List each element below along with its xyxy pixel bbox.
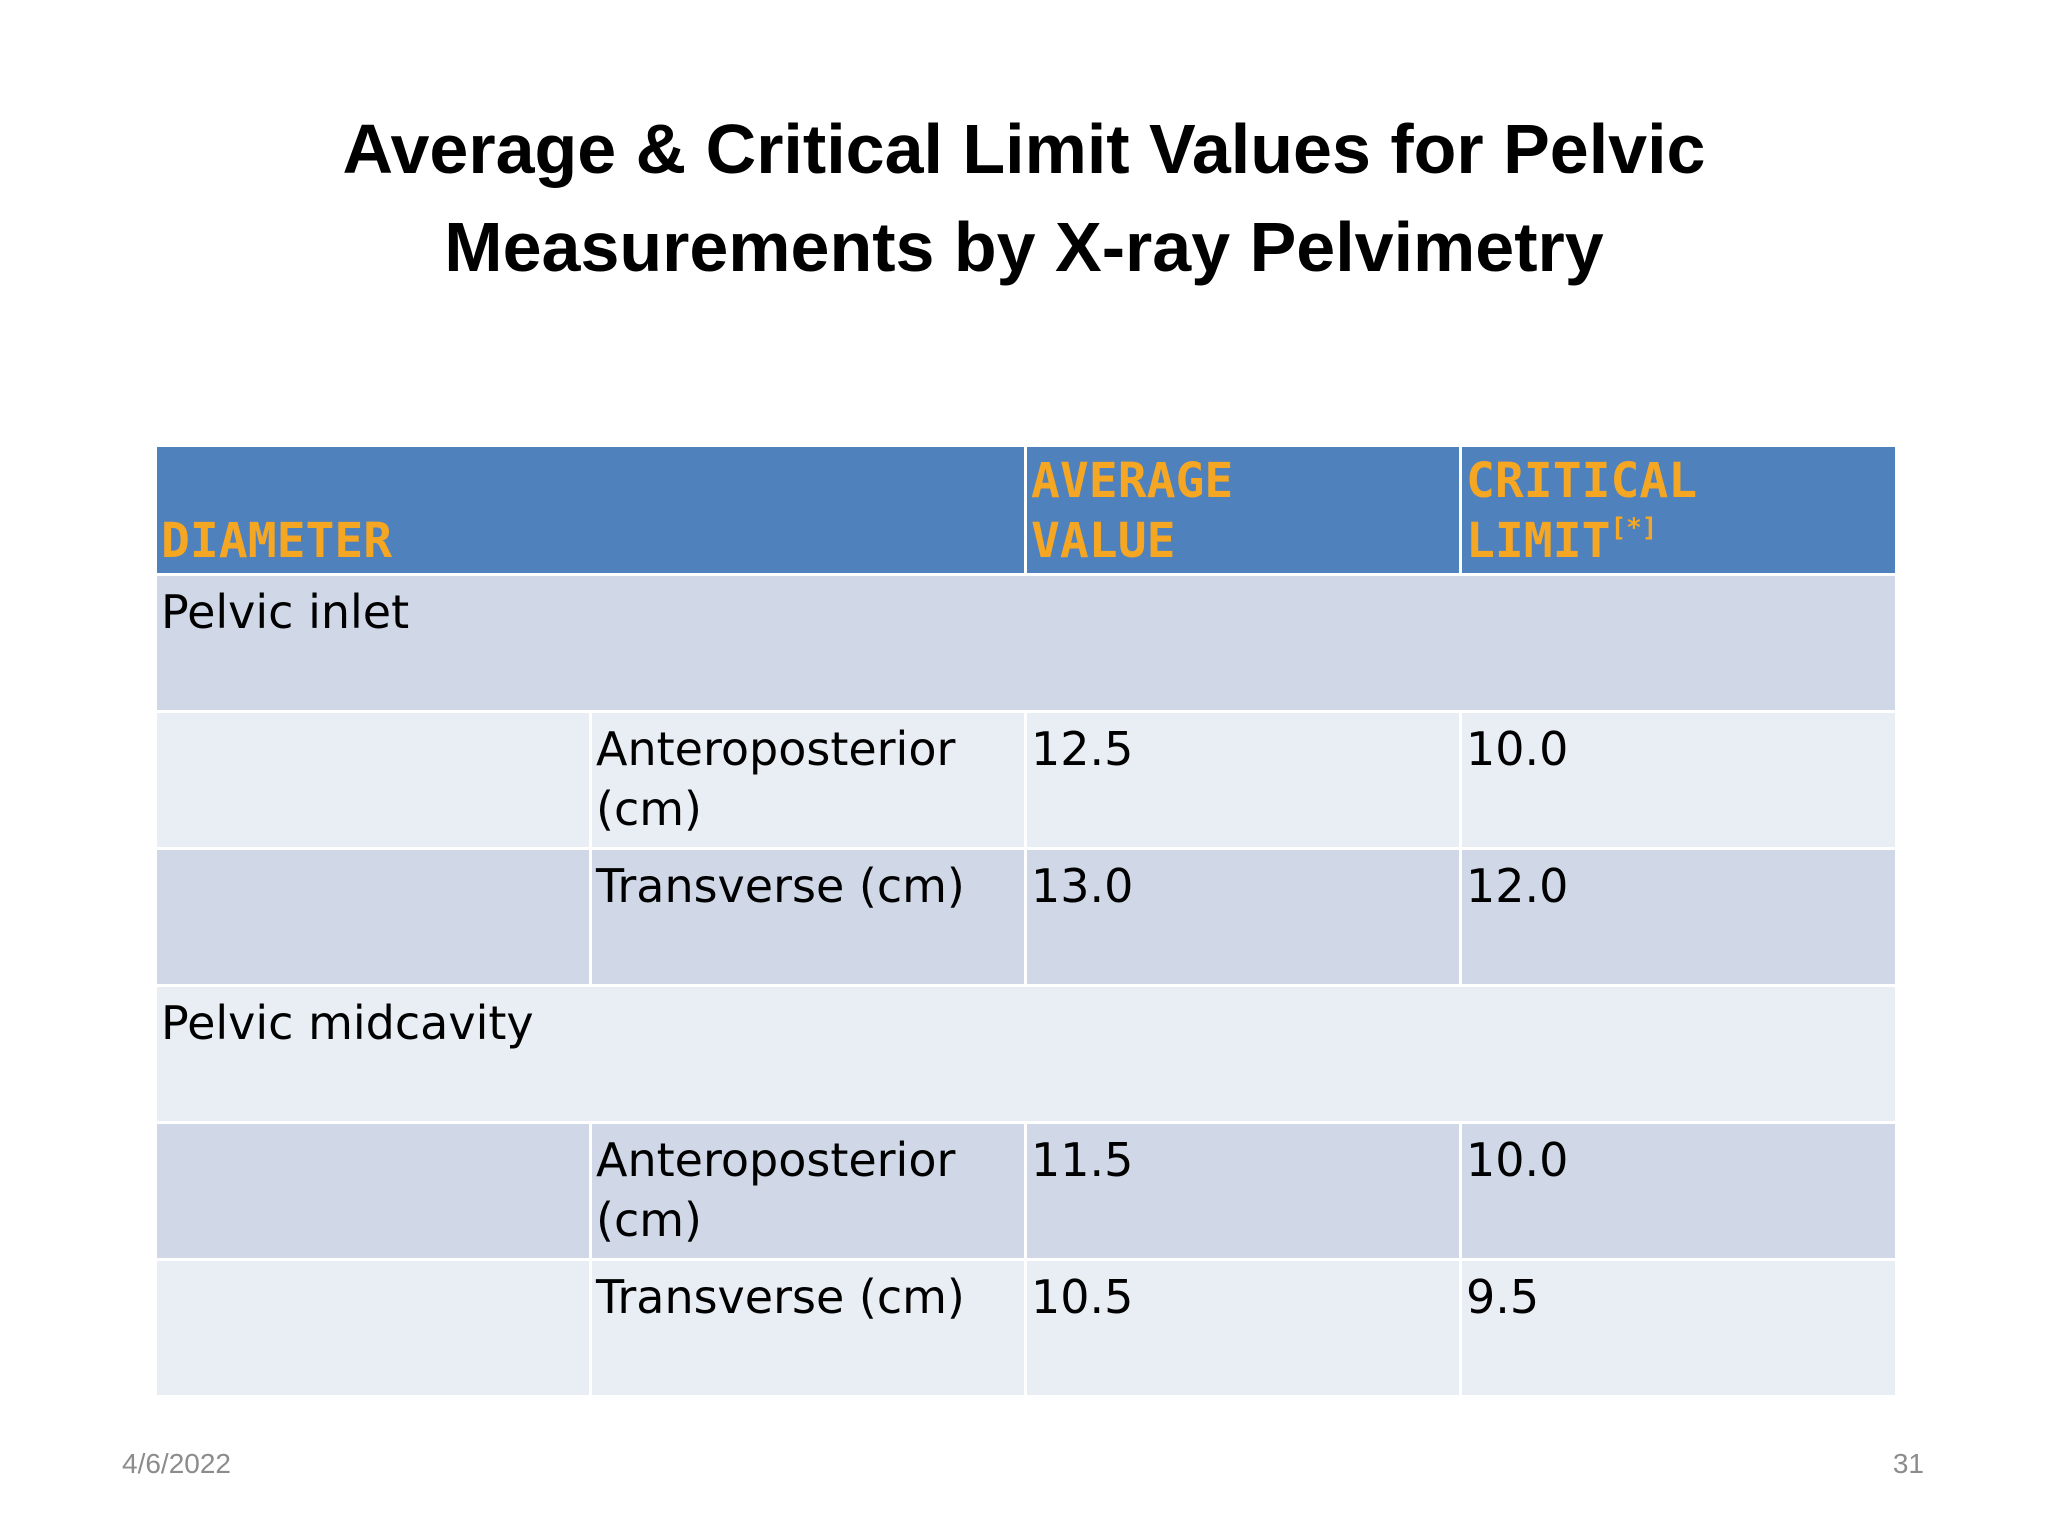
empty-cell [154,1258,592,1398]
header-diameter: DIAMETER [154,444,1027,576]
header-diameter-label: DIAMETER [161,513,393,569]
empty-cell [154,710,592,850]
table-row: Anteroposterior (cm) 12.5 10.0 [154,710,1898,850]
critical-limit-cell: 10.0 [1459,710,1898,850]
average-value-cell: 10.5 [1024,1258,1462,1398]
critical-limit-cell: 10.0 [1459,1121,1898,1261]
measure-cell: Transverse (cm) [589,847,1027,987]
measure-cell: Anteroposterior (cm) [589,710,1027,850]
table-row: Transverse (cm) 13.0 12.0 [154,847,1898,987]
header-average-value: AVERAGE VALUE [1024,444,1462,576]
average-value-cell: 12.5 [1024,710,1462,850]
table-header-row: DIAMETER AVERAGE VALUE CRITICAL LIMIT[*] [154,444,1898,576]
section-label: Pelvic inlet [154,573,1898,713]
header-average-line-1: AVERAGE [1031,453,1234,509]
section-row-pelvic-inlet: Pelvic inlet [154,573,1898,713]
empty-cell [154,1121,592,1261]
measure-cell: Transverse (cm) [589,1258,1027,1398]
slide-title: Average & Critical Limit Values for Pelv… [150,100,1898,296]
table-row: Anteroposterior (cm) 11.5 10.0 [154,1121,1898,1261]
header-critical-line-1: CRITICAL [1466,453,1698,509]
measure-cell: Anteroposterior (cm) [589,1121,1027,1261]
footnote-reference: [*] [1610,513,1658,543]
average-value-cell: 11.5 [1024,1121,1462,1261]
header-average-line-2: VALUE [1031,513,1176,569]
slide-date: 4/6/2022 [122,1448,231,1479]
pelvimetry-table: DIAMETER AVERAGE VALUE CRITICAL LIMIT[*]… [154,444,1898,1398]
header-critical-line-2: LIMIT [1466,513,1611,569]
empty-cell [154,847,592,987]
slide-title-line-2: Measurements by X-ray Pelvimetry [444,208,1604,286]
section-label: Pelvic midcavity [154,984,1898,1124]
slide-page-number: 31 [1892,1448,1924,1479]
slide-title-line-1: Average & Critical Limit Values for Pelv… [342,110,1706,188]
critical-limit-cell: 9.5 [1459,1258,1898,1398]
table-row: Transverse (cm) 10.5 9.5 [154,1258,1898,1398]
average-value-cell: 13.0 [1024,847,1462,987]
critical-limit-cell: 12.0 [1459,847,1898,987]
section-row-pelvic-midcavity: Pelvic midcavity [154,984,1898,1124]
header-critical-limit: CRITICAL LIMIT[*] [1459,444,1898,576]
